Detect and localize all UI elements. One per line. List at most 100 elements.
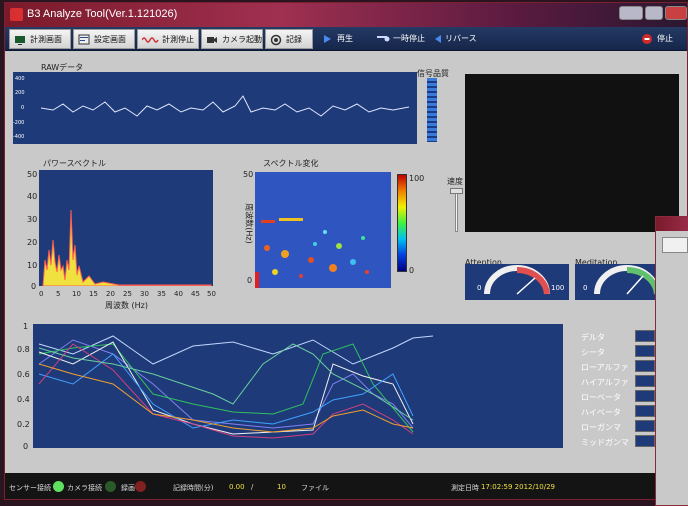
legend-item-delta: デルタ — [579, 330, 687, 344]
spectrum-ytop: 50 — [243, 170, 254, 179]
settings-screen-button[interactable]: 設定画面 — [73, 29, 135, 49]
power-xticks: 0 5 10 15 20 25 30 35 40 45 50 — [39, 290, 219, 300]
power-xtick: 0 — [39, 290, 44, 298]
legend-item-high-alpha: ハイアルファ — [579, 375, 687, 389]
legend-swatch — [635, 345, 655, 357]
legend-swatch — [635, 360, 655, 372]
speed-slider-track[interactable] — [455, 188, 458, 232]
power-ytick: 40 — [27, 192, 38, 201]
secondary-window-button[interactable] — [662, 237, 688, 253]
band-chart-plot — [33, 324, 563, 448]
camera-view — [465, 74, 679, 232]
monitor-icon — [15, 36, 25, 45]
speed-slider-thumb[interactable] — [450, 188, 463, 194]
secondary-window — [655, 216, 688, 506]
play-button[interactable]: 再生 — [317, 29, 367, 49]
stop-measure-button[interactable]: 計測停止 — [137, 29, 199, 49]
legend-swatch — [635, 375, 655, 387]
legend-item-mid-gamma: ミッドガンマ — [579, 435, 687, 449]
spectrum-scale-max: 100 — [409, 174, 425, 183]
maximize-button[interactable] — [645, 6, 663, 20]
power-ytick: 10 — [27, 261, 38, 270]
title-bar: B3 Analyze Tool(Ver.1.121026) — [5, 3, 687, 27]
pause-icon — [377, 36, 390, 42]
band-line-low-alpha — [38, 343, 414, 433]
file-label: ファイル — [301, 484, 329, 492]
attention-min: 0 — [477, 284, 482, 292]
legend-item-low-gamma: ローガンマ — [579, 420, 687, 434]
raw-data-chart: 400 200 0 -200 -400 — [13, 76, 410, 140]
power-xtick: 50 — [207, 290, 216, 298]
raw-signal-line — [40, 95, 410, 117]
raw-ytick: -400 — [13, 134, 24, 140]
raw-ytick: 0 — [21, 105, 24, 111]
band-line-high-beta — [38, 343, 414, 439]
stop-button[interactable]: 停止 — [637, 29, 685, 49]
band-line-theta — [38, 339, 414, 429]
record-icon — [270, 34, 282, 46]
spectrogram — [255, 172, 391, 288]
measure-screen-button[interactable]: 計測画面 — [9, 29, 71, 49]
power-xtick: 40 — [174, 290, 183, 298]
window-title: B3 Analyze Tool(Ver.1.121026) — [27, 8, 178, 20]
recording-status-indicator — [135, 481, 146, 492]
power-spectrum-chart — [42, 209, 212, 287]
measure-time-label: 測定日時 — [451, 484, 479, 492]
camera-icon — [207, 37, 217, 43]
power-xtick: 30 — [140, 290, 149, 298]
power-xtick: 10 — [72, 290, 81, 298]
signal-quality-label: 信号品質 — [417, 69, 449, 78]
speed-label: 速度 — [447, 177, 463, 186]
band-ytick: 0.6 — [17, 370, 30, 379]
sensor-status-label: センサー接続 — [9, 484, 51, 492]
spectrum-scale-min: 0 — [409, 266, 415, 275]
spectrogram-image — [255, 172, 391, 288]
raw-ytick: 200 — [15, 90, 25, 96]
band-ytick: 0.8 — [17, 345, 30, 354]
power-ytick: 20 — [27, 238, 38, 247]
meditation-gauge-arc — [594, 265, 660, 295]
spectrum-yzero: 0 — [247, 276, 253, 285]
band-line-mid-gamma — [38, 343, 414, 421]
attention-gauge: 0 100 — [465, 264, 569, 300]
legend-item-low-alpha: ローアルファ — [579, 360, 687, 374]
minimize-button[interactable] — [619, 6, 643, 20]
band-line-low-gamma — [38, 363, 414, 433]
band-ytick: 0.2 — [17, 420, 30, 429]
measurement-panel: RAWデータ 400 200 0 -200 -400 信号品質 パワースペクトル… — [5, 52, 687, 472]
meditation-label: Meditation — [575, 258, 618, 267]
power-xtick: 20 — [106, 290, 115, 298]
power-xtick: 45 — [191, 290, 200, 298]
spectrum-ylabel: 周波数(Hz) — [244, 203, 254, 244]
meditation-gauge: 0 — [575, 264, 660, 300]
play-icon — [324, 35, 331, 43]
recording-status-label: 録画 — [121, 484, 135, 492]
legend-item-high-beta: ハイベータ — [579, 405, 687, 419]
camera-start-button[interactable]: カメラ起動 — [201, 29, 263, 49]
raw-ytick: 400 — [15, 76, 25, 82]
band-line-delta — [38, 335, 434, 365]
close-button[interactable] — [665, 6, 687, 20]
spectrum-change-label: スペクトル変化 — [263, 159, 319, 168]
wave-icon — [142, 37, 159, 43]
legend-swatch — [635, 390, 655, 402]
legend-item-theta: シータ — [579, 345, 687, 359]
stop-icon — [642, 34, 652, 44]
legend-swatch — [635, 435, 655, 447]
spectrum-color-scale — [397, 174, 407, 272]
settings-icon — [78, 34, 90, 45]
attention-max: 100 — [551, 284, 565, 292]
power-xtick: 15 — [89, 290, 98, 298]
band-ytick: 1 — [23, 322, 29, 331]
power-xtick: 5 — [56, 290, 61, 298]
band-ytick: 0.4 — [17, 395, 30, 404]
reverse-button[interactable]: リバース — [429, 29, 481, 49]
attention-gauge-arc — [484, 265, 550, 295]
record-button[interactable]: 記録 — [265, 29, 313, 49]
signal-quality-bar — [427, 78, 437, 142]
camera-status-label: カメラ接続 — [67, 484, 102, 492]
legend-swatch — [635, 405, 655, 417]
power-spectrum-label: パワースペクトル — [43, 159, 107, 168]
power-ytick: 50 — [27, 170, 38, 179]
pause-button[interactable]: 一時停止 — [371, 29, 429, 49]
